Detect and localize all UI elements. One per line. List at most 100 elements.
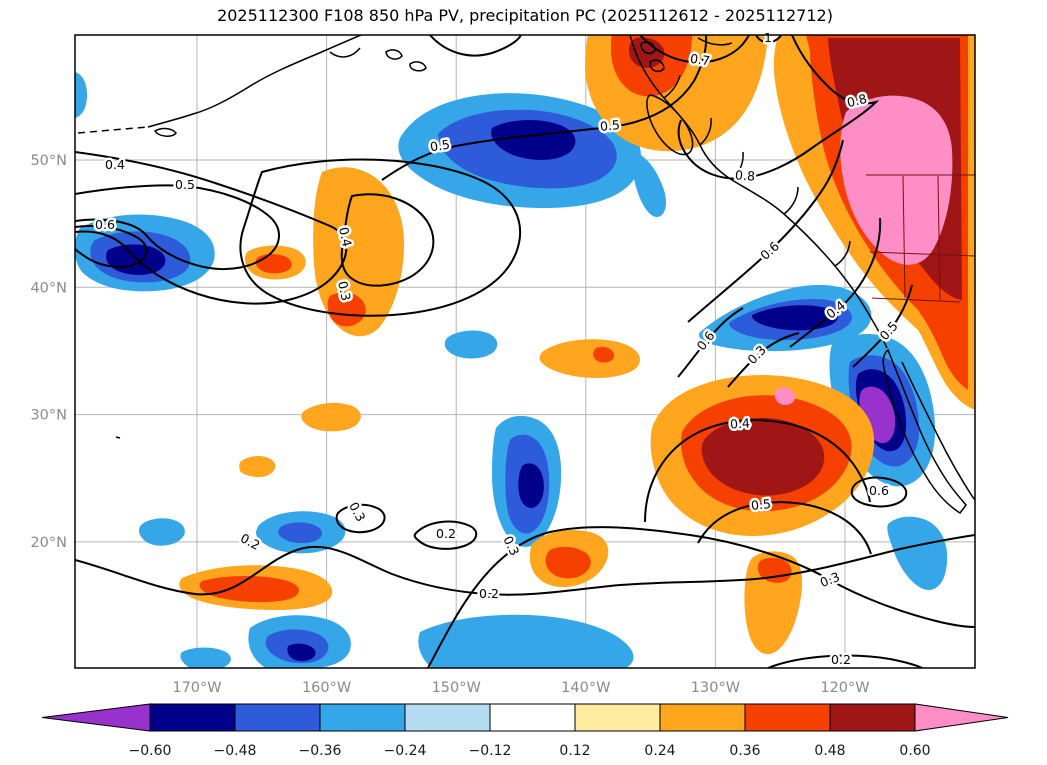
coastline — [385, 49, 403, 60]
plot-border — [74, 34, 976, 669]
precip-shading — [75, 35, 975, 668]
colorbar-segment — [659, 703, 746, 732]
pv-contour-line — [429, 35, 522, 57]
pv-contour-line — [850, 476, 908, 508]
contour-label: 0.6 — [95, 217, 115, 232]
pv-contour-line — [335, 503, 386, 534]
precip-shaded-region — [75, 72, 87, 118]
contour-label: 0.4 — [336, 226, 355, 249]
precip-shaded-region — [444, 330, 498, 359]
pv-contours — [75, 35, 975, 668]
pv-contour-line — [75, 534, 975, 596]
precip-shaded-region — [327, 292, 366, 327]
state-borders — [866, 174, 975, 303]
precip-shaded-region — [139, 518, 185, 546]
x-tick-label: 120°W — [820, 680, 869, 696]
coastline — [329, 47, 361, 58]
colorbar-segment — [149, 703, 236, 732]
coastlines — [77, 35, 975, 515]
contour-label: 0.2 — [479, 586, 499, 601]
contour-label: 1 — [764, 30, 772, 45]
contour-label: 0.4 — [105, 157, 125, 172]
contour-label: 0.7 — [689, 51, 711, 69]
colorbar-tick-label: 0.24 — [644, 743, 675, 759]
state-border-line — [869, 251, 975, 257]
colorbar-tick-label: 0.12 — [559, 743, 590, 759]
precip-shaded-region — [774, 387, 795, 405]
pv-contour-line — [677, 307, 744, 378]
x-tick-label: 150°W — [432, 680, 481, 696]
colorbar-segment — [319, 703, 406, 732]
colorbar-tick-label: 0.60 — [899, 743, 930, 759]
coastline — [77, 126, 149, 134]
precip-shaded-region — [239, 456, 276, 478]
colorbar-segment — [489, 703, 576, 732]
y-tick-label: 30°N — [30, 408, 67, 424]
pv-contour-line — [639, 35, 750, 64]
coastline — [783, 186, 799, 215]
x-tick-label: 130°W — [691, 680, 740, 696]
coastline — [731, 151, 744, 181]
precip-shaded-region — [301, 402, 361, 432]
coastline — [153, 127, 177, 137]
precip-shaded-region — [757, 557, 792, 583]
colorbar-tick-label: 0.48 — [814, 743, 845, 759]
pv-contour-line — [644, 419, 871, 523]
precip-shaded-region — [701, 417, 825, 496]
colorbar-segment — [574, 703, 661, 732]
colorbar-tick-label: −0.12 — [469, 743, 512, 759]
precip-shaded-region — [278, 522, 323, 544]
precip-shaded-region — [840, 95, 953, 265]
y-tick-label: 50°N — [30, 153, 67, 169]
contour-label: 0.5 — [175, 177, 195, 192]
precip-shaded-region — [751, 305, 838, 331]
pv-contour-line — [677, 35, 880, 180]
x-axis-tick-labels: 170°W 160°W 150°W 140°W 130°W 120°W — [172, 680, 869, 696]
pv-contour-line — [767, 654, 923, 668]
pv-contour-line — [427, 526, 975, 668]
precip-shaded-region — [539, 339, 640, 378]
colorbar-tick-label: −0.60 — [129, 743, 172, 759]
contour-label: 0.5 — [599, 117, 620, 134]
state-border-line — [902, 175, 906, 299]
colorbar-tick-label: −0.48 — [214, 743, 257, 759]
colorbar-segment — [744, 703, 831, 732]
pv-contour-line — [239, 158, 521, 317]
colorbar-segment — [234, 703, 321, 732]
y-tick-label: 40°N — [30, 280, 67, 296]
contour-label: 0.5 — [429, 137, 451, 155]
coastline — [882, 348, 967, 515]
precip-shaded-region — [632, 152, 666, 218]
pv-contour-line — [789, 217, 882, 348]
contour-label: 0.8 — [735, 167, 756, 183]
precip-shaded-region — [545, 546, 591, 579]
precip-shaded-region — [518, 463, 544, 508]
pv-contour-line — [340, 193, 435, 287]
contour-label: 0.3 — [346, 499, 369, 524]
pv-contour-line — [727, 332, 800, 388]
precip-shaded-region — [491, 119, 576, 160]
pv-contour-line — [413, 520, 478, 550]
precip-shaded-region — [180, 647, 231, 668]
colorbar-under-arrow — [41, 703, 151, 732]
coastline — [646, 94, 694, 156]
x-tick-label: 140°W — [561, 680, 610, 696]
coastline — [649, 59, 665, 73]
colorbar-segment — [829, 703, 916, 732]
contour-label: 0.5 — [750, 496, 771, 513]
coastline — [640, 41, 656, 55]
coastline — [409, 61, 427, 72]
colorbar: −0.60 −0.48 −0.36 −0.24 −0.12 0.12 0.24 0.36 0.4… — [41, 703, 1009, 759]
colorbar-segment — [404, 703, 491, 732]
coastline — [697, 37, 733, 46]
pv-contour-line — [75, 225, 148, 268]
coastline — [115, 436, 121, 439]
precip-shaded-region — [199, 575, 299, 603]
contour-label: 0.4 — [730, 415, 751, 431]
pv-contour-line — [75, 184, 280, 270]
contour-label: 0.2 — [436, 526, 456, 541]
pv-contour-line — [755, 35, 782, 44]
coastline — [834, 240, 851, 267]
contour-label: 0.3 — [335, 280, 354, 303]
